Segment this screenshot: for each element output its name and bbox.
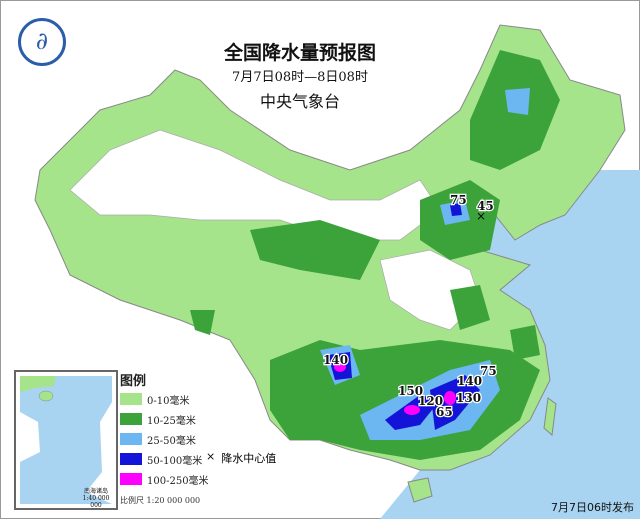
inset-scale: 1:40 000 000 bbox=[82, 495, 110, 509]
cross-icon: × bbox=[206, 450, 216, 463]
legend-item: 100-250毫米 bbox=[120, 471, 209, 487]
agency: 中央气象台 bbox=[259, 92, 340, 111]
legend-label: 50-100毫米 bbox=[147, 455, 203, 467]
legend: 图例 0-10毫米 10-25毫米 25-50毫米 50-100毫米 100-2… bbox=[120, 370, 209, 491]
center-value: 65 bbox=[436, 405, 453, 419]
inset-label: 南海诸岛 bbox=[83, 488, 108, 495]
cma-logo: ∂ bbox=[18, 18, 66, 66]
inset-map bbox=[20, 376, 112, 504]
legend-item: 0-10毫米 bbox=[120, 391, 209, 407]
legend-title: 图例 bbox=[120, 374, 147, 389]
legend-swatch bbox=[120, 453, 142, 465]
legend-label: 0-10毫米 bbox=[147, 395, 190, 407]
legend-label: 100-250毫米 bbox=[147, 475, 209, 487]
legend-item: 50-100毫米 bbox=[120, 451, 209, 467]
center-value: 75 bbox=[450, 193, 467, 207]
map-scale: 比例尺 1:20 000 000 bbox=[120, 496, 201, 505]
forecast-period: 7月7日08时—8日08时 bbox=[232, 70, 368, 85]
center-value: 130 bbox=[456, 391, 481, 405]
south-china-sea-inset: 南海诸岛 1:40 000 000 bbox=[14, 370, 118, 510]
center-value: 140 bbox=[457, 374, 482, 388]
rain-100-250 bbox=[334, 362, 456, 415]
center-value: 120 bbox=[418, 394, 443, 408]
legend-item: 10-25毫米 bbox=[120, 411, 209, 427]
legend-center-marker: × 降水中心值 bbox=[206, 450, 276, 466]
legend-swatch bbox=[120, 433, 142, 445]
sea bbox=[380, 170, 640, 519]
center-marker-label: 降水中心值 bbox=[221, 452, 277, 465]
map-title: 全国降水量预报图 bbox=[223, 42, 376, 64]
no-rain-area bbox=[69, 129, 441, 241]
issue-time: 7月7日06时发布 bbox=[551, 501, 634, 514]
center-value: 75 bbox=[480, 364, 497, 378]
center-value: 45 bbox=[477, 199, 494, 213]
center-value: 140 bbox=[323, 353, 348, 367]
center-marker: × bbox=[476, 209, 486, 223]
legend-swatch bbox=[120, 473, 142, 485]
center-value: 150 bbox=[398, 384, 423, 398]
legend-swatch bbox=[120, 413, 142, 425]
legend-swatch bbox=[120, 393, 142, 405]
legend-label: 25-50毫米 bbox=[147, 435, 196, 447]
taiwan bbox=[543, 397, 557, 436]
hainan bbox=[407, 477, 433, 503]
legend-item: 25-50毫米 bbox=[120, 431, 209, 447]
legend-label: 10-25毫米 bbox=[147, 415, 196, 427]
